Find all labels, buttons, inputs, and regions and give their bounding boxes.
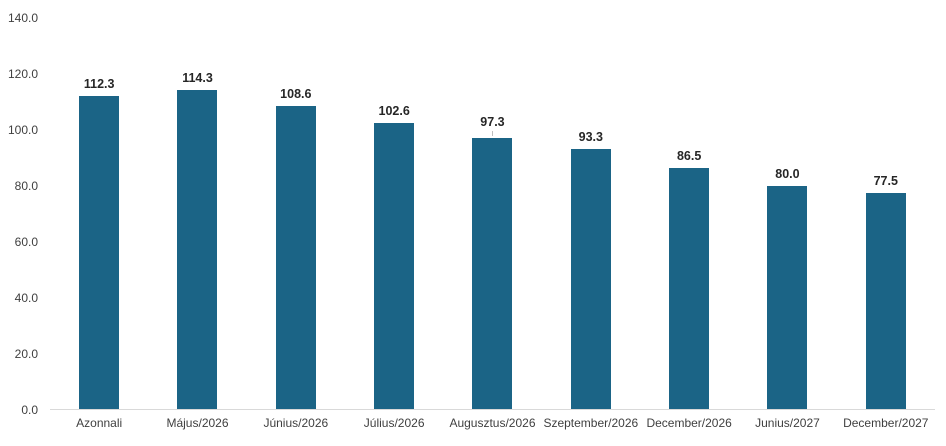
x-tick-label: Junius/2027 <box>755 416 820 430</box>
y-tick-label: 80.0 <box>14 178 38 193</box>
y-tick-label: 60.0 <box>14 234 38 249</box>
plot-area: 112.3 114.3 108.6 102.6 97.3 93.3 86.5 80.0 77.5 <box>50 0 935 410</box>
bar <box>669 167 710 410</box>
bar-group: 97.3 <box>443 0 541 410</box>
bar-value-label: 97.3 <box>480 114 505 129</box>
y-tick-label: 100.0 <box>7 122 38 137</box>
bar-group: 77.5 <box>837 0 935 410</box>
x-tick-label: Azonnali <box>76 416 123 430</box>
y-tick-label: 0.0 <box>21 402 38 417</box>
y-tick-label: 140.0 <box>7 10 38 25</box>
bar <box>275 105 316 410</box>
bar <box>767 186 808 410</box>
bar-value-label: 112.3 <box>83 76 115 91</box>
x-axis-line <box>50 409 935 410</box>
bar <box>472 137 513 410</box>
bar <box>570 148 611 410</box>
y-tick-label: 120.0 <box>7 66 38 81</box>
y-tick-label: 40.0 <box>14 290 38 305</box>
bar-value-label: 86.5 <box>676 148 702 163</box>
bar-group: 93.3 <box>542 0 640 410</box>
bar-group: 80.0 <box>738 0 836 410</box>
x-tick-label: December/2026 <box>646 416 732 430</box>
bar <box>374 122 415 410</box>
x-tick-label: December/2027 <box>843 416 929 430</box>
bar-value-label: 102.6 <box>378 103 410 118</box>
bar <box>79 95 120 410</box>
bar-value-label: 93.3 <box>578 129 603 144</box>
bar-group: 112.3 <box>50 0 148 410</box>
bar <box>865 193 906 410</box>
bar-group: 86.5 <box>640 0 738 410</box>
x-tick-label: Május/2026 <box>166 416 229 430</box>
x-tick-label: Augusztus/2026 <box>449 416 536 430</box>
bar-group: 114.3 <box>148 0 246 410</box>
y-tick-label: 20.0 <box>14 346 38 361</box>
bar-value-label: 77.5 <box>873 174 898 188</box>
x-tick-label: Június/2026 <box>263 416 329 430</box>
bar-value-label: 80.0 <box>775 167 800 181</box>
x-tick-label: Július/2026 <box>363 416 425 430</box>
bar <box>177 90 218 410</box>
x-tick-label: Szeptember/2026 <box>543 416 639 430</box>
bar-group: 108.6 <box>247 0 345 410</box>
bar-value-label: 114.3 <box>182 70 213 85</box>
label-leader-line <box>492 130 494 136</box>
x-axis: Azonnali Május/2026 Június/2026 Július/2026… <box>50 416 935 430</box>
bar-group: 102.6 <box>345 0 443 410</box>
bar-value-label: 108.6 <box>280 86 312 101</box>
